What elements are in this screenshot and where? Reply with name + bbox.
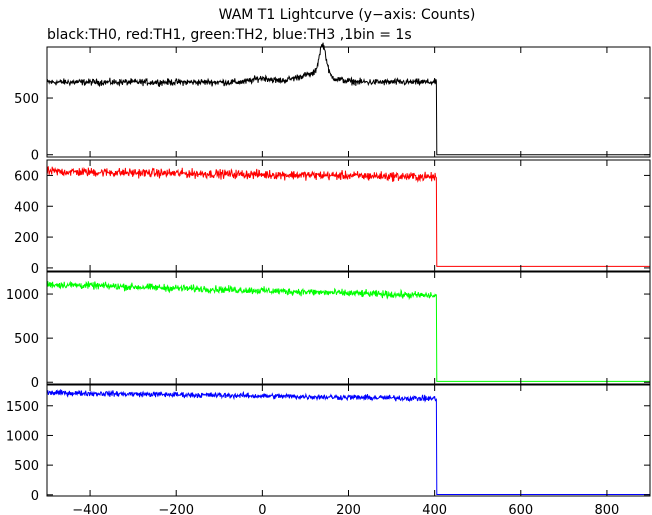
panel-frame-2 (46, 159, 651, 272)
y-tick-label: 500 (14, 332, 39, 347)
y-tick-label: 600 (14, 169, 39, 184)
y-tick-label: 200 (14, 231, 39, 246)
series-line-th1 (46, 166, 650, 267)
y-tick-label: 1500 (6, 400, 39, 415)
x-tick-label: 400 (422, 503, 447, 515)
y-tick-label: 500 (14, 459, 39, 474)
y-tick-label: 0 (31, 149, 39, 164)
series-line-th0 (46, 42, 650, 156)
y-tick-label: 1000 (6, 429, 39, 444)
panel-frame-4 (46, 384, 651, 497)
series-line-th2 (46, 280, 650, 382)
x-tick-label: 200 (336, 503, 361, 515)
x-tick-label: −200 (158, 503, 194, 515)
series-line-th3 (46, 388, 650, 496)
chart-title: WAM T1 Lightcurve (y−axis: Counts) (218, 7, 476, 23)
x-tick-label: 600 (508, 503, 533, 515)
y-tick-label: 500 (14, 92, 39, 107)
x-tick-label: 800 (595, 503, 620, 515)
y-tick-label: 0 (31, 489, 39, 504)
x-tick-label: 0 (258, 503, 266, 515)
y-tick-label: 0 (31, 376, 39, 391)
panel-frame-1 (46, 46, 651, 158)
chart-subtitle: black:TH0, red:TH1, green:TH2, blue:TH3 … (47, 27, 412, 43)
y-tick-label: 1000 (6, 288, 39, 303)
y-tick-label: 400 (14, 200, 39, 215)
y-tick-label: 0 (31, 262, 39, 277)
x-tick-label: −400 (72, 503, 108, 515)
